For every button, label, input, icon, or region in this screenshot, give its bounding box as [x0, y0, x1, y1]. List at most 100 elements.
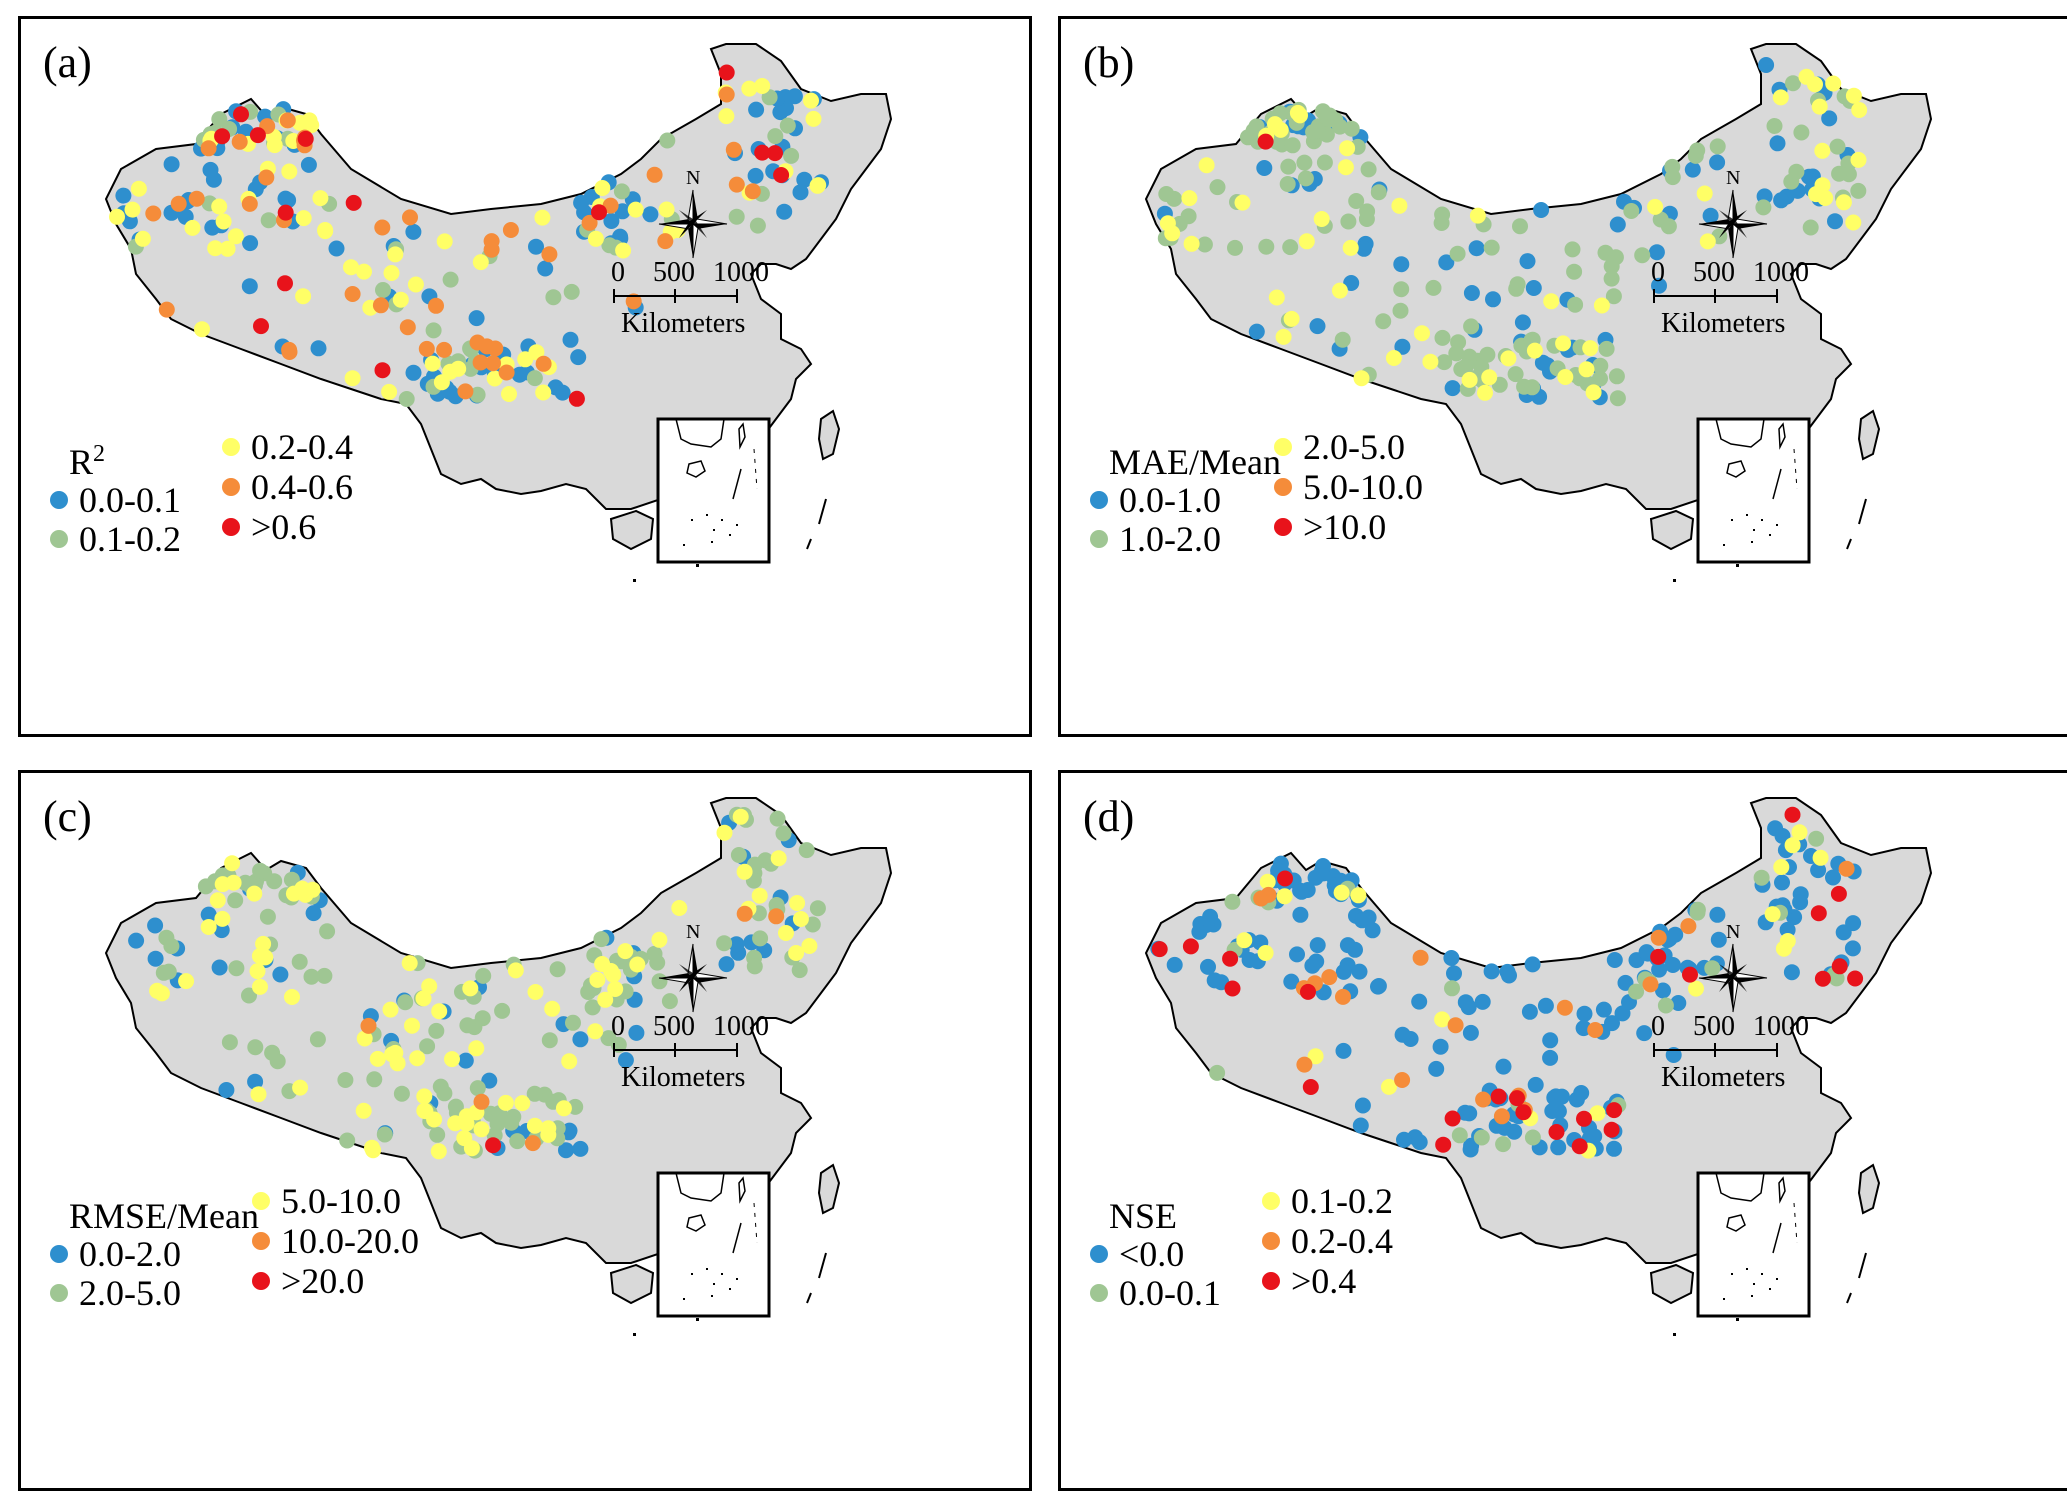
station-point	[1257, 133, 1274, 150]
station-point	[1651, 961, 1668, 978]
station-point	[128, 932, 145, 949]
station-point	[1831, 165, 1848, 182]
station-point	[209, 892, 226, 909]
station-point	[615, 242, 632, 259]
station-point	[1300, 983, 1316, 1000]
station-point	[1450, 334, 1467, 351]
station-point	[509, 1133, 526, 1150]
station-point	[1462, 1141, 1479, 1158]
station-point	[788, 945, 805, 961]
legend-swatch-0	[1090, 1245, 1108, 1263]
china-mainland-shape	[1144, 43, 1933, 510]
station-point	[507, 962, 524, 979]
station-point	[473, 1093, 490, 1110]
station-point	[319, 923, 336, 940]
station-point	[1340, 213, 1357, 230]
station-point	[728, 208, 745, 225]
station-point	[732, 808, 749, 825]
station-point	[767, 128, 784, 145]
legend-swatch-2	[1274, 438, 1292, 456]
station-point	[629, 956, 646, 973]
station-point	[1321, 969, 1338, 986]
station-point	[1845, 87, 1862, 104]
station-point	[1507, 366, 1524, 383]
station-point	[1847, 970, 1864, 987]
legend-label-2: 0.1-0.2	[1291, 1181, 1393, 1221]
station-point	[1434, 329, 1451, 346]
legend-title: NSE	[1109, 1196, 1177, 1236]
station-point	[779, 117, 796, 134]
station-point	[1449, 245, 1466, 262]
station-point	[1475, 1091, 1492, 1108]
station-point	[383, 265, 400, 281]
station-point	[1302, 1079, 1319, 1095]
station-point	[1774, 874, 1790, 891]
station-point	[1571, 1138, 1588, 1155]
station-point	[1585, 384, 1602, 401]
station-point	[1481, 369, 1498, 386]
north-label: N	[1726, 167, 1740, 189]
station-point	[1209, 1064, 1226, 1081]
station-point	[277, 190, 294, 207]
station-point	[1327, 112, 1344, 128]
station-point	[584, 999, 601, 1016]
station-point	[1755, 199, 1772, 216]
china-mainland-shape	[1144, 797, 1933, 1264]
station-point	[528, 238, 544, 255]
station-point	[392, 291, 409, 308]
station-point	[1775, 940, 1792, 957]
station-point	[1337, 159, 1354, 176]
station-points	[109, 64, 829, 407]
station-points	[1156, 57, 1868, 407]
station-point	[1825, 869, 1841, 886]
station-point	[184, 219, 201, 236]
station-point	[1509, 1090, 1525, 1107]
station-points	[128, 806, 826, 1160]
station-point	[651, 973, 668, 990]
station-point	[1682, 966, 1698, 983]
station-point	[661, 993, 678, 1010]
station-point	[1810, 905, 1827, 922]
station-point	[803, 92, 819, 109]
station-point	[1209, 179, 1226, 196]
station-point	[1396, 1131, 1412, 1148]
station-point	[534, 209, 551, 226]
station-point	[783, 147, 800, 164]
station-point	[1463, 285, 1480, 301]
station-point	[365, 1142, 382, 1159]
station-point	[1811, 98, 1828, 115]
station-point	[1381, 1078, 1397, 1095]
station-point	[767, 145, 783, 162]
station-point	[1485, 291, 1501, 308]
station-point	[1829, 138, 1846, 155]
legend-swatch-1	[50, 1284, 68, 1302]
station-point	[1785, 75, 1801, 92]
station-point	[1435, 1136, 1452, 1153]
station-point	[1850, 182, 1867, 199]
station-point	[1364, 922, 1381, 939]
station-point	[1525, 280, 1542, 296]
station-point	[163, 156, 180, 173]
hainan-island-shape	[1649, 509, 1695, 551]
station-point	[1699, 233, 1716, 250]
station-point	[250, 1086, 267, 1103]
station-point	[1256, 160, 1273, 176]
station-point	[1702, 207, 1719, 224]
station-point	[1844, 940, 1861, 957]
station-point	[527, 984, 544, 1000]
station-point	[718, 108, 735, 125]
station-point	[526, 370, 543, 387]
station-point	[1603, 270, 1620, 287]
station-point	[1385, 350, 1402, 366]
station-point	[778, 925, 794, 941]
station-point	[1411, 993, 1428, 1010]
station-point	[1428, 1060, 1445, 1077]
station-point	[1360, 161, 1377, 178]
station-point	[1469, 207, 1486, 224]
station-point	[658, 201, 675, 218]
station-point	[1578, 361, 1595, 378]
station-point	[1414, 325, 1430, 342]
station-point	[1515, 1104, 1532, 1121]
station-point	[1802, 219, 1819, 236]
station-point	[472, 254, 489, 271]
